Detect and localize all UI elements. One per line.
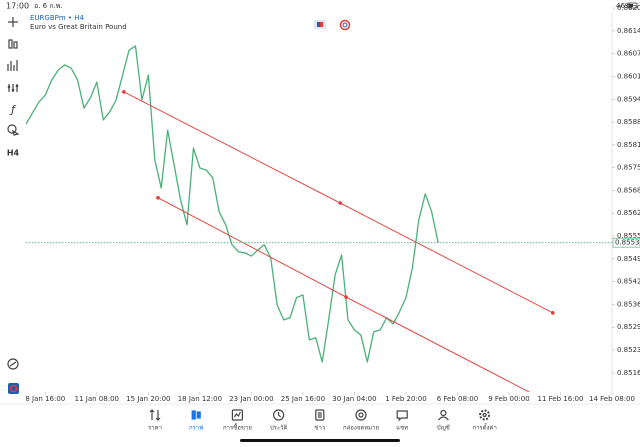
x-tick-label: 11 Feb 16:00 [538, 395, 584, 403]
nav-icon [231, 409, 243, 421]
app-logo-ring [9, 384, 18, 393]
function-icon[interactable]: ƒ [9, 103, 17, 116]
nav-icon-part [315, 409, 325, 421]
nav-icon-part [437, 416, 449, 421]
chart-title: EURGBPm • H4 [30, 14, 85, 22]
nav-icon-part [317, 412, 322, 418]
nav-icon [355, 409, 367, 421]
chart-subtitle: Euro vs Great Britain Pound [30, 23, 127, 31]
nav-icon-part [233, 411, 241, 418]
nav-icon-part [479, 409, 491, 421]
one-click-trading[interactable] [314, 20, 326, 29]
y-tick-label: 0.85165 [617, 369, 640, 377]
nav-icon [315, 409, 325, 421]
x-tick-label: 25 Jan 16:00 [281, 395, 325, 403]
home-indicator [240, 439, 400, 442]
search-button[interactable] [7, 358, 19, 370]
nav-label[interactable]: ประวัติ [270, 425, 288, 432]
x-tick-label: 6 Feb 08:00 [437, 395, 478, 403]
nav-icon-part [482, 412, 487, 418]
x-tick-label: 14 Feb 08:00 [589, 395, 635, 403]
nav-label[interactable]: กล่องจดหมาย [343, 425, 379, 432]
nav-icon-part [196, 411, 201, 419]
battery-level [629, 4, 633, 7]
nav-icon-part [278, 412, 282, 418]
y-tick-label: 0.85685 [617, 186, 640, 194]
x-tick-label: 9 Feb 00:00 [488, 395, 529, 403]
plot-area [26, 45, 555, 392]
nav-label[interactable]: บัญชี [437, 424, 450, 432]
nav-label[interactable]: การซื้อขาย [223, 422, 252, 432]
status-battery: 46% [616, 2, 632, 10]
nav-icon-part [191, 410, 196, 420]
status-time: 17:00 [6, 2, 29, 11]
nav-icon-part [149, 409, 161, 421]
last-price-label: 0.85536 [615, 239, 640, 247]
trend-point [122, 90, 126, 94]
status-date: อ. 6 ก.พ. [34, 2, 63, 10]
y-tick-label: 0.85945 [617, 95, 640, 103]
price-line [26, 45, 439, 363]
chart-type-button[interactable] [8, 39, 18, 49]
x-tick-label: 23 Jan 00:00 [229, 395, 273, 403]
y-tick-label: 0.85425 [617, 278, 640, 286]
timeframe[interactable]: H4 [7, 149, 20, 158]
nav-label[interactable]: ข่าว [314, 425, 325, 432]
settings-button[interactable] [7, 84, 19, 92]
y-tick-label: 0.86075 [617, 50, 640, 58]
last-price-box [612, 237, 640, 248]
nav-icon-part [231, 409, 243, 421]
y-tick-label: 0.85815 [617, 141, 640, 149]
nav-label[interactable]: แชท [396, 425, 408, 432]
y-tick-label: 0.85555 [617, 232, 640, 240]
nav-icon [149, 409, 161, 421]
nav-icon-part [440, 409, 447, 417]
app-logo[interactable] [8, 383, 19, 394]
nav-icon [437, 409, 449, 421]
objects-button[interactable] [7, 124, 20, 136]
nav-icon [273, 409, 285, 421]
y-tick-label: 0.8614 [617, 27, 640, 35]
x-tick-label: 1 Feb 20:00 [385, 395, 426, 403]
nav-label[interactable]: การตั้งค่า [472, 422, 496, 432]
left-toolbar: ƒ H4 [7, 17, 20, 394]
nav-icon [191, 410, 201, 420]
trade-levels-button[interactable] [339, 19, 351, 31]
trend-point [550, 311, 555, 315]
nav-icon-part [358, 412, 364, 418]
battery-icon [627, 2, 638, 9]
trend-point [338, 201, 343, 205]
nav-icon-part [396, 410, 408, 422]
nav-icon-part [355, 409, 367, 421]
x-tick-label: 11 Jan 08:00 [75, 395, 119, 403]
indicators-button[interactable] [7, 60, 18, 71]
nav-icon-part [273, 409, 285, 421]
nav-label[interactable]: กราฟ [189, 425, 203, 432]
x-tick-label: 15 Jan 20:00 [126, 395, 170, 403]
x-tick-label: 8 Jan 16:00 [25, 395, 65, 403]
trend-point [344, 295, 348, 299]
y-tick-label: 0.85295 [617, 323, 640, 331]
trend-point [156, 196, 160, 200]
nav-icon [479, 409, 491, 421]
y-tick-label: 0.86205 [617, 4, 640, 12]
crosshair-button[interactable] [8, 17, 18, 27]
nav-icon [396, 410, 408, 422]
x-tick-label: 18 Jan 12:00 [178, 395, 222, 403]
nav-label[interactable]: ราคา [148, 425, 162, 432]
x-tick-label: 30 Jan 04:00 [332, 395, 376, 403]
